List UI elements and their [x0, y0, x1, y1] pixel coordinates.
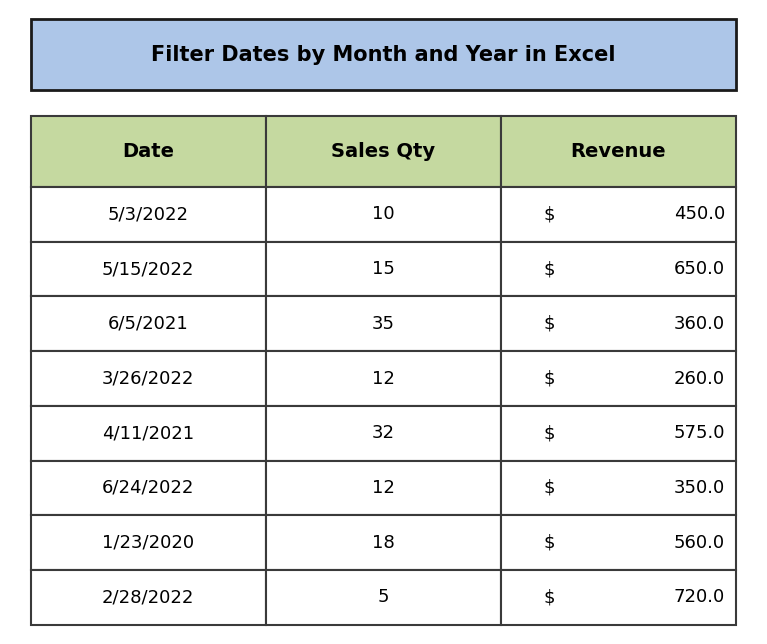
Text: 18: 18 [372, 534, 394, 552]
FancyBboxPatch shape [501, 351, 736, 406]
FancyBboxPatch shape [31, 570, 265, 625]
Text: 32: 32 [372, 424, 395, 442]
Text: $: $ [543, 424, 555, 442]
Text: 15: 15 [372, 260, 394, 278]
FancyBboxPatch shape [501, 460, 736, 515]
FancyBboxPatch shape [265, 187, 501, 242]
FancyBboxPatch shape [31, 19, 736, 90]
FancyBboxPatch shape [31, 515, 265, 570]
FancyBboxPatch shape [31, 351, 265, 406]
Text: $: $ [543, 315, 555, 333]
FancyBboxPatch shape [501, 515, 736, 570]
Text: 5/15/2022: 5/15/2022 [102, 260, 194, 278]
Text: $: $ [543, 205, 555, 223]
FancyBboxPatch shape [265, 116, 501, 187]
Text: 5: 5 [377, 589, 389, 607]
Text: $: $ [543, 370, 555, 388]
Text: 450.0: 450.0 [673, 205, 725, 223]
FancyBboxPatch shape [31, 187, 265, 242]
Text: 720.0: 720.0 [673, 589, 725, 607]
FancyBboxPatch shape [265, 242, 501, 296]
Text: Revenue: Revenue [571, 142, 667, 161]
FancyBboxPatch shape [31, 296, 265, 351]
Text: 350.0: 350.0 [673, 479, 725, 497]
Text: 260.0: 260.0 [673, 370, 725, 388]
FancyBboxPatch shape [501, 296, 736, 351]
FancyBboxPatch shape [501, 187, 736, 242]
Text: 35: 35 [372, 315, 395, 333]
FancyBboxPatch shape [501, 406, 736, 460]
FancyBboxPatch shape [265, 515, 501, 570]
Text: $: $ [543, 589, 555, 607]
Text: 560.0: 560.0 [673, 534, 725, 552]
Text: Sales Qty: Sales Qty [331, 142, 435, 161]
Text: 5/3/2022: 5/3/2022 [107, 205, 189, 223]
FancyBboxPatch shape [501, 242, 736, 296]
Text: $: $ [543, 534, 555, 552]
Text: Filter Dates by Month and Year in Excel: Filter Dates by Month and Year in Excel [151, 44, 616, 65]
FancyBboxPatch shape [265, 460, 501, 515]
Text: 2/28/2022: 2/28/2022 [102, 589, 194, 607]
FancyBboxPatch shape [31, 116, 265, 187]
Text: 6/24/2022: 6/24/2022 [102, 479, 194, 497]
FancyBboxPatch shape [265, 296, 501, 351]
FancyBboxPatch shape [31, 242, 265, 296]
FancyBboxPatch shape [265, 406, 501, 460]
Text: 12: 12 [372, 370, 394, 388]
Text: 6/5/2021: 6/5/2021 [108, 315, 189, 333]
FancyBboxPatch shape [265, 351, 501, 406]
FancyBboxPatch shape [501, 570, 736, 625]
Text: 3/26/2022: 3/26/2022 [102, 370, 194, 388]
Text: $: $ [543, 260, 555, 278]
FancyBboxPatch shape [501, 116, 736, 187]
FancyBboxPatch shape [31, 460, 265, 515]
Text: Date: Date [122, 142, 174, 161]
Text: 1/23/2020: 1/23/2020 [102, 534, 194, 552]
Text: 650.0: 650.0 [673, 260, 725, 278]
FancyBboxPatch shape [31, 406, 265, 460]
FancyBboxPatch shape [265, 570, 501, 625]
Text: 4/11/2021: 4/11/2021 [102, 424, 194, 442]
Text: 10: 10 [372, 205, 394, 223]
Text: $: $ [543, 479, 555, 497]
Text: 12: 12 [372, 479, 394, 497]
Text: 575.0: 575.0 [673, 424, 725, 442]
Text: 360.0: 360.0 [673, 315, 725, 333]
